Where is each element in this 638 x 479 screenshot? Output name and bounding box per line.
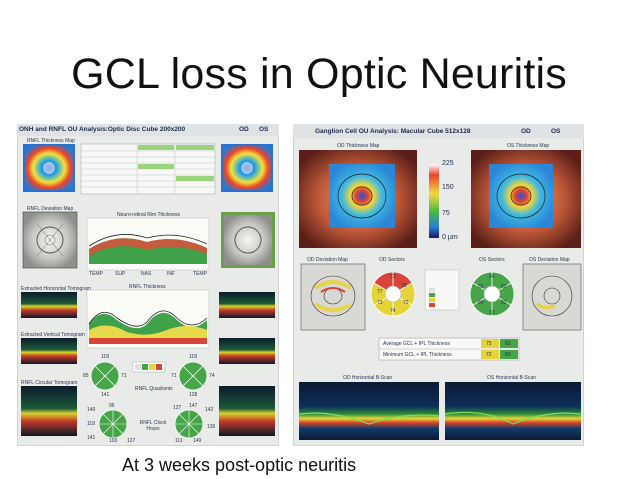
left-od-label: OD bbox=[239, 126, 249, 133]
os-sector-value: 80 bbox=[501, 284, 507, 290]
onh-rnfl-report-photo: ONH and RNFL OU Analysis:Optic Disc Cube… bbox=[17, 124, 279, 446]
table-row-os: 80 bbox=[505, 352, 511, 358]
slide-title: GCL loss in Optic Neuritis bbox=[71, 50, 567, 98]
od-clock-value: 127 bbox=[127, 438, 136, 444]
od-clock-value: 140 bbox=[87, 407, 96, 413]
os-clock-value: 142 bbox=[205, 407, 214, 413]
od-deviation-map bbox=[300, 263, 366, 331]
os-quadrant-value: 74 bbox=[209, 373, 215, 379]
od-quadrant-circle bbox=[90, 361, 120, 391]
left-os-label: OS bbox=[259, 126, 269, 133]
os-clock-value: 111 bbox=[175, 438, 183, 444]
od-circular-tomogram bbox=[21, 386, 77, 436]
scale-value: 0 µm bbox=[442, 234, 458, 241]
od-sector-value: 77 bbox=[377, 289, 383, 295]
os-vertical-tomogram bbox=[219, 338, 275, 364]
od-deviation-label: OD Deviation Map bbox=[307, 257, 348, 263]
axis-tick: TEMP bbox=[89, 271, 103, 277]
od-horizontal-tomogram bbox=[21, 292, 77, 318]
os-clock-value: 149 bbox=[193, 438, 202, 444]
table-row-os: 82 bbox=[505, 341, 511, 347]
od-sector-value: 72 bbox=[390, 274, 396, 280]
od-vertical-tomogram bbox=[21, 338, 77, 364]
circular-tomogram-label: RNFL Circular Tomogram bbox=[21, 380, 78, 386]
slide-caption: At 3 weeks post-optic neuritis bbox=[122, 455, 357, 475]
right-os-label: OS bbox=[551, 128, 561, 135]
left-report-heading: ONH and RNFL OU Analysis:Optic Disc Cube… bbox=[19, 126, 186, 133]
od-sector-value: 74 bbox=[390, 308, 396, 314]
ganglion-cell-report-photo: Ganglion Cell OU Analysis: Macular Cube … bbox=[293, 124, 584, 446]
od-clock-value: 193 bbox=[109, 438, 118, 444]
os-clock-value: 127 bbox=[173, 405, 182, 411]
neuro-retinal-label: Neuro-retinal Rim Thickness bbox=[117, 212, 180, 218]
od-clock-value: 118 bbox=[87, 421, 95, 427]
table-row-label: Average GCL + IPL Thickness bbox=[383, 341, 450, 347]
od-sector-value: 73 bbox=[377, 300, 383, 306]
od-quadrant-value: 118 bbox=[101, 354, 109, 360]
od-quadrant-value: 71 bbox=[121, 373, 127, 379]
od-clock-hours-circle bbox=[98, 409, 128, 439]
axis-tick: INF bbox=[167, 271, 176, 277]
os-sectors-circle bbox=[469, 271, 515, 317]
os-quadrant-value: 118 bbox=[189, 354, 197, 360]
os-quadrant-value: 71 bbox=[171, 373, 177, 379]
rnfl-deviation-map-label: RNFL Deviation Map bbox=[27, 206, 74, 212]
od-gcl-thickness-map bbox=[299, 150, 417, 248]
os-deviation-label: OS Deviation Map bbox=[529, 257, 570, 263]
thickness-color-scale bbox=[429, 164, 439, 238]
od-sector-value: 76 bbox=[401, 283, 407, 289]
right-od-label: OD bbox=[521, 128, 531, 135]
os-sector-value: 84 bbox=[478, 300, 484, 306]
os-horizontal-bscan bbox=[445, 382, 581, 440]
od-horizontal-bscan bbox=[299, 382, 439, 440]
os-clock-value: 136 bbox=[207, 424, 216, 430]
os-clock-value: 147 bbox=[189, 403, 198, 409]
os-gcl-thickness-map bbox=[471, 150, 581, 248]
rnfl-thickness-label: RNFL Thickness bbox=[129, 284, 166, 290]
od-clock-value: 141 bbox=[87, 435, 96, 441]
os-deviation-map bbox=[522, 263, 582, 331]
od-sectors-circle bbox=[370, 271, 416, 317]
os-sector-value: 82 bbox=[501, 300, 507, 306]
rnfl-thickness-map-label: RNFL Thickness Map bbox=[27, 138, 75, 144]
od-quadrant-value: 141 bbox=[101, 392, 110, 398]
od-thickness-map-label: OD Thickness Map bbox=[337, 143, 380, 149]
os-bscan-label: OS Horizontal B-Scan bbox=[487, 375, 536, 381]
quadrants-label: RNFL Quadrants bbox=[135, 386, 173, 392]
os-quadrant-value: 128 bbox=[189, 392, 198, 398]
od-sector-value: 72 bbox=[403, 300, 409, 306]
scale-value: 225 bbox=[442, 160, 454, 167]
scale-value: 150 bbox=[442, 184, 454, 191]
axis-tick: SUP bbox=[115, 271, 126, 277]
axis-tick: NAS bbox=[141, 271, 152, 277]
horizontal-tomogram-label: Extracted Horizontal Tomogram bbox=[21, 286, 91, 292]
od-sectors-label: OD Sectors bbox=[379, 257, 405, 263]
od-quadrant-value: 85 bbox=[83, 373, 89, 379]
os-sectors-label: OS Sectors bbox=[479, 257, 505, 263]
table-row-od: 75 bbox=[486, 341, 492, 347]
axis-tick: TEMP bbox=[193, 271, 207, 277]
table-row-label: Minimum GCL + IPL Thickness bbox=[383, 352, 452, 358]
os-sector-value: 84 bbox=[489, 274, 495, 280]
vertical-tomogram-label: Extracted Vertical Tomogram bbox=[21, 332, 85, 338]
os-thickness-map-label: OS Thickness Map bbox=[507, 143, 550, 149]
os-circular-tomogram bbox=[219, 386, 275, 436]
os-horizontal-tomogram bbox=[219, 292, 275, 318]
ganglion-cell-report-graphics bbox=[293, 124, 584, 440]
onh-rnfl-report-graphics bbox=[17, 124, 279, 439]
os-sector-value: 83 bbox=[478, 284, 484, 290]
table-row-od: 72 bbox=[486, 352, 492, 358]
os-sector-value: 82 bbox=[489, 310, 495, 316]
os-clock-hours-circle bbox=[174, 409, 204, 439]
right-report-heading: Ganglion Cell OU Analysis: Macular Cube … bbox=[315, 128, 471, 135]
od-bscan-label: OD Horizontal B-Scan bbox=[343, 375, 393, 381]
od-clock-value: 96 bbox=[109, 403, 115, 409]
clock-hours-label: RNFL Clock Hours bbox=[139, 420, 167, 432]
os-quadrant-circle bbox=[178, 361, 208, 391]
scale-value: 75 bbox=[442, 210, 450, 217]
